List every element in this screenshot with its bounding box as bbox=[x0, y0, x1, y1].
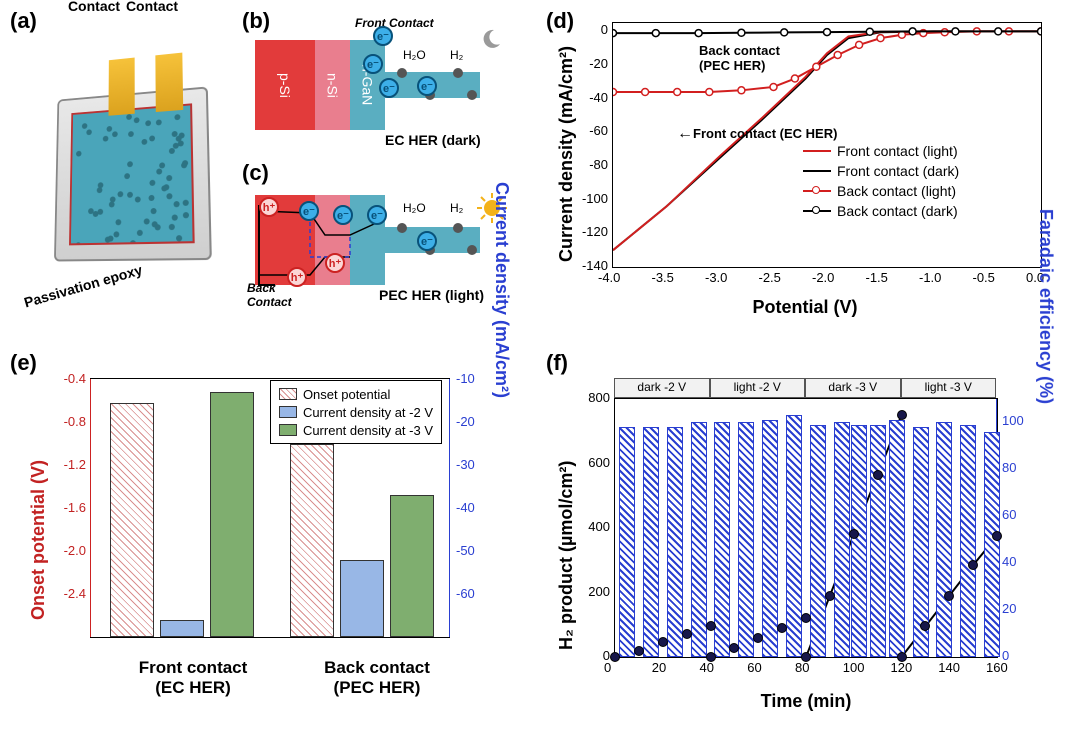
band-diagram-icon bbox=[255, 175, 485, 305]
panel-a-schematic: Back Contact Front Contact Passivation e… bbox=[30, 30, 230, 310]
electron-icon: e⁻ bbox=[417, 76, 437, 96]
layer-n-si: n-Si bbox=[315, 40, 350, 130]
passivation-label: Passivation epoxy bbox=[22, 261, 144, 310]
panel-f-chart: dark -2 Vlight -2 Vdark -3 Vlight -3 V H… bbox=[548, 360, 1064, 716]
front-contact-label: Front Contact bbox=[122, 0, 182, 14]
xlabel-d: Potential (V) bbox=[752, 297, 857, 318]
electron-icon: e⁻ bbox=[417, 231, 437, 251]
moon-icon bbox=[480, 28, 502, 50]
electron-icon: e⁻ bbox=[373, 26, 393, 46]
catlabel-front: Front contact (EC HER) bbox=[108, 658, 278, 698]
panel-c-schematic: Back Contact h⁺ h⁺ h⁺ e⁻ e⁻ e⁻ e⁻ H₂O H₂… bbox=[255, 175, 505, 310]
front-contact-tab bbox=[155, 53, 183, 112]
device-inner bbox=[69, 103, 195, 245]
ylabel-e-right: Current density (mA/cm²) bbox=[491, 182, 512, 398]
electron-icon: e⁻ bbox=[367, 205, 387, 225]
h2-label-c: H₂ bbox=[450, 201, 463, 215]
mode-label-c: PEC HER (light) bbox=[379, 287, 484, 303]
panel-d-chart: Back contact (PEC HER) ←Front contact (E… bbox=[550, 12, 1060, 322]
annot-back: Back contact (PEC HER) bbox=[699, 43, 780, 73]
ylabel-f-right: Faradaic efficiency (%) bbox=[1035, 209, 1056, 404]
xlabel-f: Time (min) bbox=[761, 691, 852, 712]
electron-icon: e⁻ bbox=[379, 78, 399, 98]
h2-label: H₂ bbox=[450, 48, 463, 62]
back-contact-label: Back Contact bbox=[64, 0, 124, 14]
h2o-label-c: H₂O bbox=[403, 201, 426, 215]
axes-d: Back contact (PEC HER) ←Front contact (E… bbox=[612, 22, 1042, 268]
axes-f bbox=[614, 398, 998, 658]
layer-p-si: p-Si bbox=[255, 40, 315, 130]
electron-icon: e⁻ bbox=[333, 205, 353, 225]
electron-icon: e⁻ bbox=[299, 201, 319, 221]
front-contact-mini: Front Contact bbox=[355, 16, 434, 30]
h2o-label: H₂O bbox=[403, 48, 426, 62]
device-box bbox=[54, 86, 212, 261]
panel-e-chart: Onset potential (V) Current density (mA/… bbox=[20, 360, 520, 716]
ylabel-e-left: Onset potential (V) bbox=[28, 460, 49, 620]
nanorod-array bbox=[71, 105, 193, 243]
back-contact-tab bbox=[109, 58, 135, 116]
electron-icon: e⁻ bbox=[363, 54, 383, 74]
hole-icon: h⁺ bbox=[259, 197, 279, 217]
legend-d: Front contact (light)Front contact (dark… bbox=[803, 141, 959, 221]
legend-e: Onset potentialCurrent density at -2 VCu… bbox=[270, 380, 442, 444]
panel-b-schematic: Front Contact p-Si n-Si n-GaN e⁻ e⁻ e⁻ e… bbox=[255, 20, 505, 155]
ylabel-f-left: H₂ product (µmol/cm²) bbox=[556, 461, 577, 650]
hole-icon: h⁺ bbox=[287, 267, 307, 287]
mode-label-b: EC HER (dark) bbox=[385, 132, 481, 148]
catlabel-back: Back contact (PEC HER) bbox=[292, 658, 462, 698]
condition-header: dark -2 Vlight -2 Vdark -3 Vlight -3 V bbox=[614, 378, 996, 398]
hole-icon: h⁺ bbox=[325, 253, 345, 273]
